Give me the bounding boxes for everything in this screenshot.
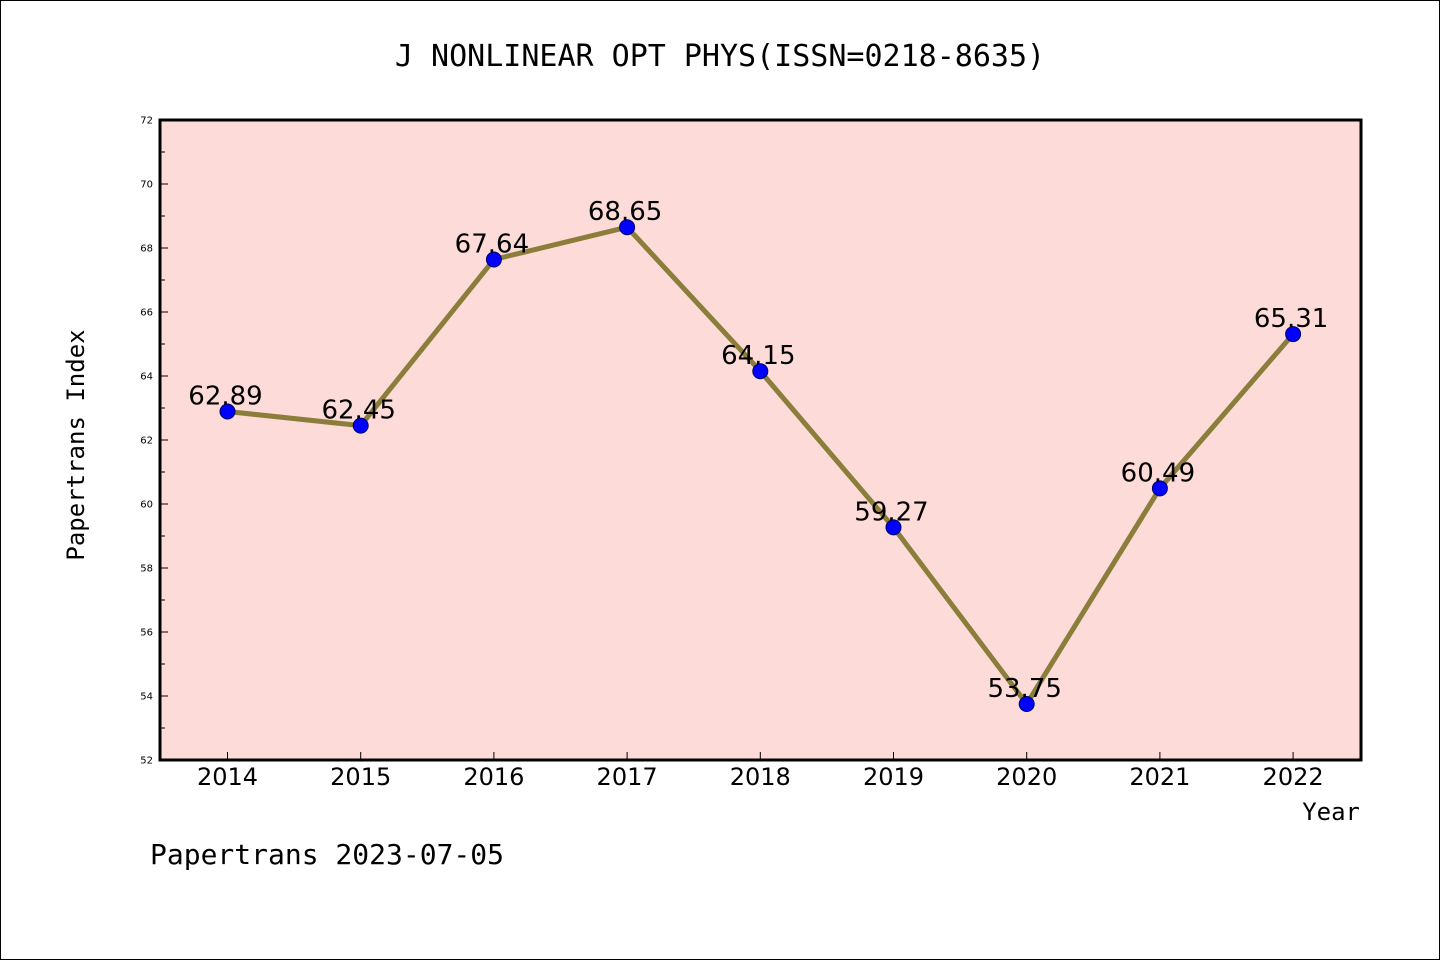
y-axis-label: Papertrans Index (62, 329, 90, 560)
x-tick-label: 2020 (996, 763, 1057, 791)
y-tick-label: 58 (140, 564, 153, 575)
data-point (1018, 696, 1035, 712)
data-point (752, 363, 769, 380)
data-point (1151, 480, 1168, 497)
plot-border (158, 118, 1363, 762)
footer-text: Papertrans 2023-07-05 (150, 838, 504, 871)
data-label: 65.31 (1254, 304, 1328, 334)
y-tick-label: 60 (140, 500, 153, 511)
data-label: 53.75 (987, 674, 1061, 704)
x-tick-label: 2021 (1129, 763, 1190, 791)
y-tick-label: 64 (140, 372, 153, 383)
data-label: 62.45 (321, 396, 395, 426)
data-point (352, 417, 369, 434)
x-tick-label: 2014 (197, 763, 258, 791)
data-point (885, 519, 902, 536)
x-axis-label: Year (1302, 798, 1360, 826)
data-point (219, 403, 236, 420)
data-label: 67.64 (455, 230, 529, 260)
x-tick-label: 2015 (330, 763, 391, 791)
x-tick-label: 2017 (597, 763, 658, 791)
x-tick-label: 2018 (730, 763, 791, 791)
x-tick-label: 2016 (463, 763, 524, 791)
data-point (485, 251, 502, 268)
y-tick-label: 72 (140, 116, 153, 127)
series: 62.89 62.45 67.64 68.65 64.15 59.27 53.75 60.49… (188, 197, 1328, 712)
y-tick-label: 62 (140, 436, 153, 447)
x-tick-label: 2022 (1263, 763, 1324, 791)
y-tick-label: 70 (140, 180, 153, 191)
data-label: 60.49 (1121, 458, 1195, 488)
plot-area (160, 120, 1361, 760)
data-label: 68.65 (588, 197, 662, 227)
data-label: 59.27 (854, 497, 928, 527)
x-axis: 2014 2015 2016 2017 2018 2019 2020 2021 2022 (197, 752, 1324, 791)
data-label: 64.15 (721, 341, 795, 371)
data-label: 62.89 (188, 382, 262, 412)
chart-title: J NONLINEAR OPT PHYS(ISSN=0218-8635) (395, 39, 1045, 74)
y-tick-label: 54 (140, 692, 153, 703)
data-point (619, 219, 636, 236)
y-tick-label: 68 (140, 244, 153, 255)
y-tick-label: 66 (140, 308, 153, 319)
x-tick-label: 2019 (863, 763, 924, 791)
data-point (1285, 326, 1302, 343)
y-tick-label: 56 (140, 628, 153, 639)
y-tick-label: 52 (140, 756, 153, 767)
